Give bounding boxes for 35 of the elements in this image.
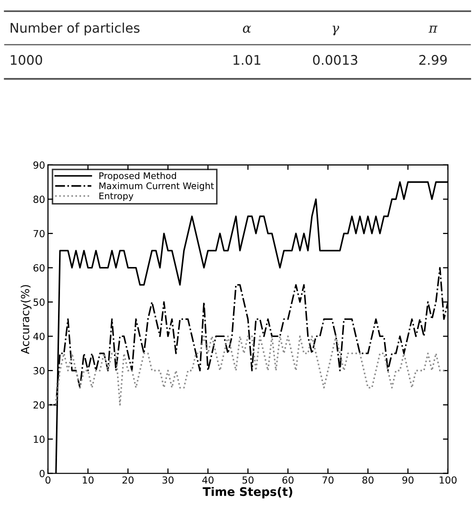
x-tick-label: 70	[322, 476, 334, 484]
x-tick-label: 80	[362, 476, 374, 484]
y-tick-label: 30	[34, 367, 45, 374]
y-tick-label: 60	[34, 264, 45, 272]
category-label: γ	[332, 26, 340, 36]
category-label: α	[242, 26, 251, 33]
data-label: 2.99	[419, 54, 447, 65]
x-tick-label: 10	[82, 476, 94, 484]
data-label: 1.01	[234, 54, 260, 65]
y-tick-label: 50	[34, 298, 45, 306]
x-tick-label: 90	[402, 476, 414, 484]
category-label: Number of particles	[10, 22, 140, 36]
legend-label: Entropy	[99, 192, 134, 202]
y-tick-label: 0	[40, 470, 45, 478]
y-tick-label: 10	[34, 436, 45, 443]
y-tick-label: 70	[34, 230, 45, 238]
x-tick-label: 20	[122, 476, 134, 484]
x-tick-label: 30	[162, 476, 174, 484]
y-tick-label: 20	[34, 401, 45, 409]
x-tick-label: 60	[282, 476, 294, 484]
x-axis-title: Time Steps(t)	[202, 486, 292, 498]
x-tick-label: 50	[242, 476, 254, 484]
y-tick-label: 80	[33, 196, 45, 204]
data-label: 0.0013	[313, 54, 358, 65]
legend-label: Maximum Current Weight	[99, 182, 214, 191]
x-tick-label: 40	[202, 476, 214, 484]
category-label: π	[428, 26, 438, 33]
x-tick-label: 100	[440, 476, 457, 484]
y-axis-title: Accuracy(%)	[20, 285, 32, 354]
y-tick-label: 40	[33, 332, 45, 340]
x-tick-label: 0	[46, 476, 50, 484]
legend-label: Proposed Method	[99, 172, 176, 181]
y-tick-label: 90	[33, 161, 45, 169]
line-series	[48, 336, 448, 406]
data-label: 1000	[10, 54, 42, 65]
